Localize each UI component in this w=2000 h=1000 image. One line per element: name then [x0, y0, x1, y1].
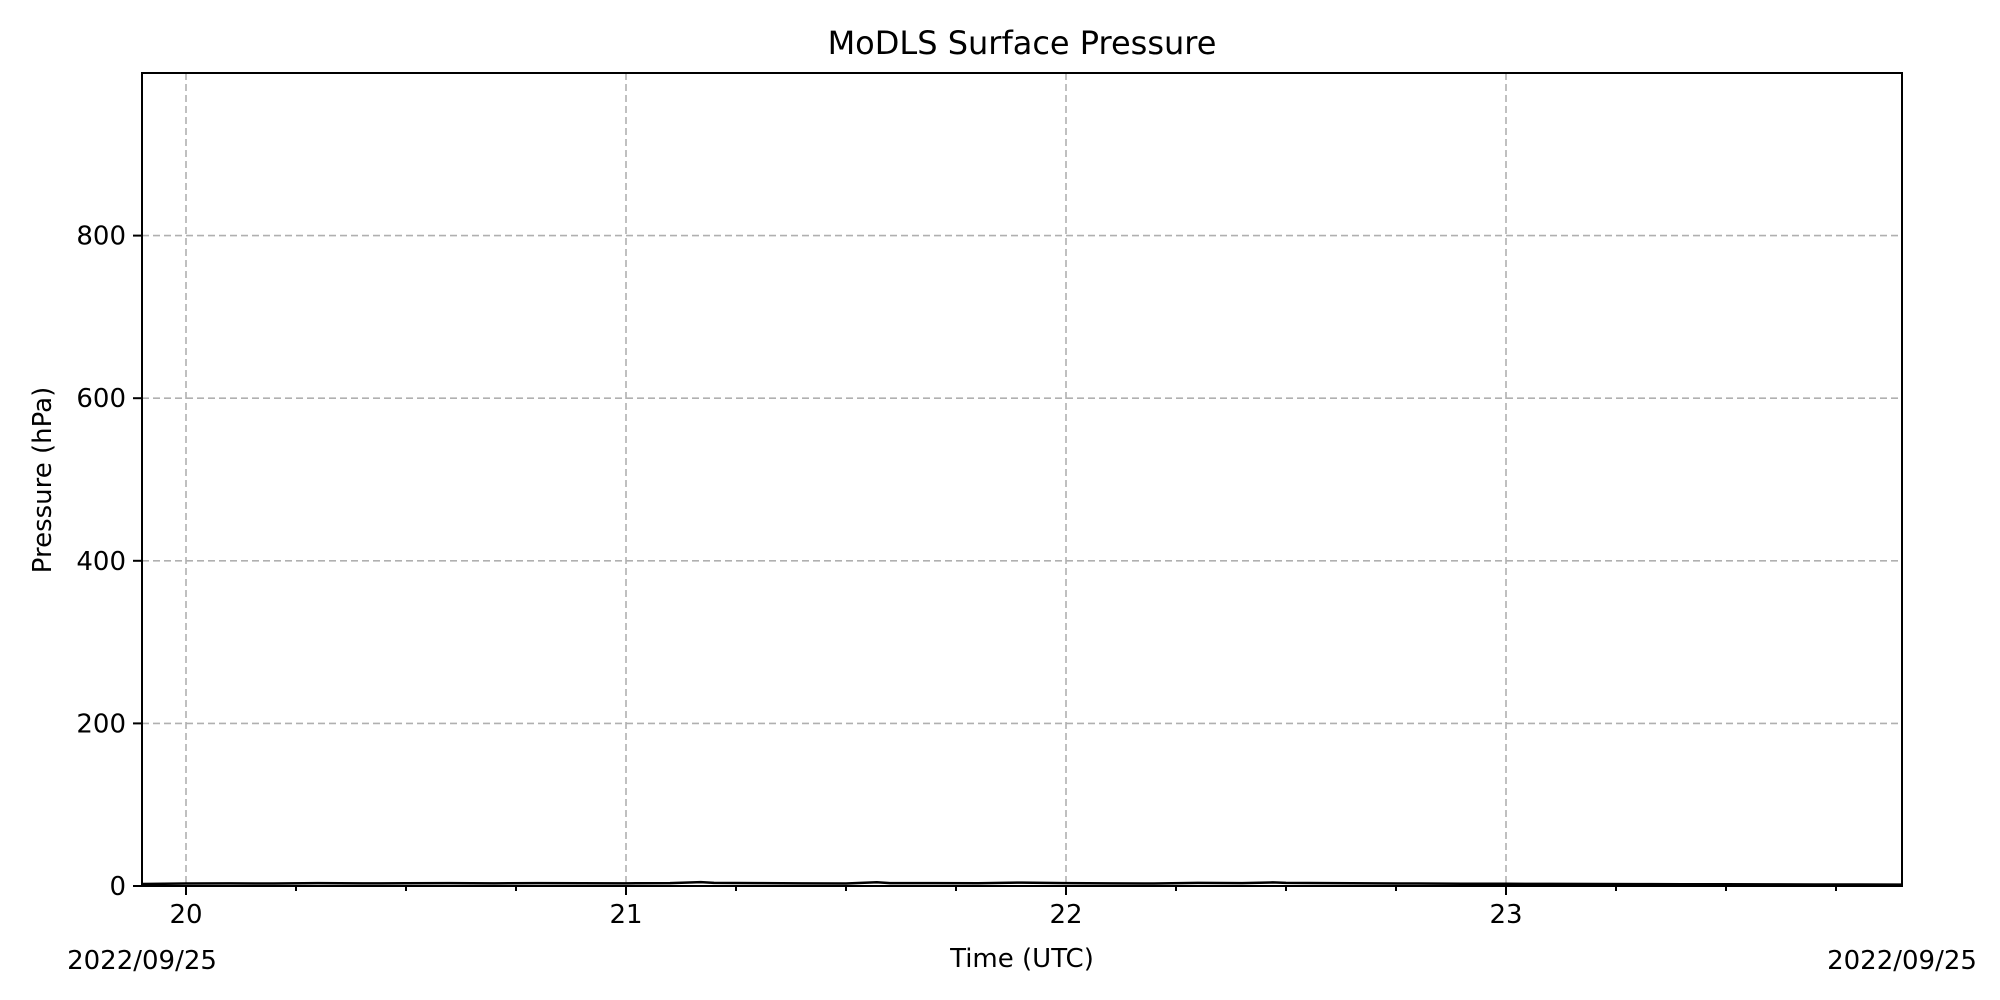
x-tick-label: 23 [1489, 900, 1522, 930]
plot-frame [141, 72, 1903, 887]
y-tick-label: 600 [76, 384, 126, 414]
y-tick-label: 400 [76, 547, 126, 577]
series-layer [141, 880, 1903, 886]
y-axis-label: Pressure (hPa) [28, 387, 58, 574]
chart-title: MoDLS Surface Pressure [828, 24, 1217, 62]
tick-layer: 0 200 400 600 800 20 21 22 23 [76, 222, 1837, 930]
pressure-series-line [141, 880, 1903, 886]
x-axis-end-date: 2022/09/25 [1827, 946, 1977, 976]
x-tick-label: 21 [609, 900, 642, 930]
x-axis-start-date: 2022/09/25 [67, 946, 217, 976]
y-tick-label: 800 [76, 222, 126, 252]
x-axis-label: Time (UTC) [949, 944, 1094, 974]
x-tick-label: 22 [1049, 900, 1082, 930]
x-tick-label: 20 [169, 900, 202, 930]
grid-layer [142, 73, 1902, 886]
y-tick-label: 200 [76, 709, 126, 739]
y-tick-label: 0 [109, 872, 126, 902]
